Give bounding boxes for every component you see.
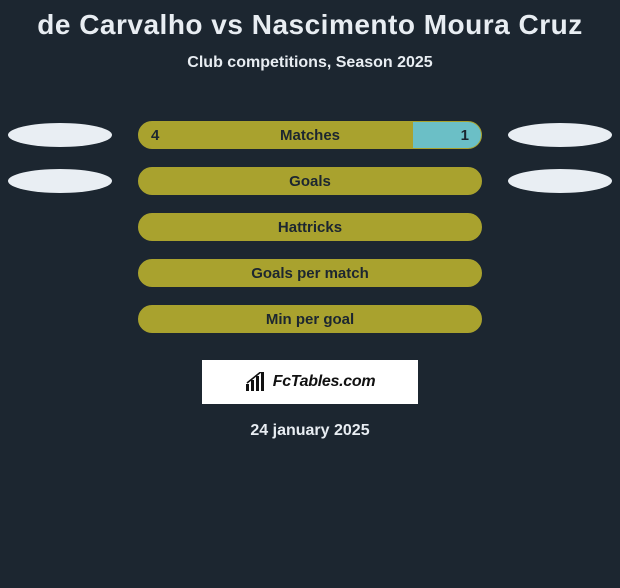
brand-box: FcTables.com	[202, 360, 418, 404]
stat-label: Matches	[139, 122, 481, 149]
comparison-row-matches: Matches4 1	[0, 112, 620, 158]
comparison-row-goals: Goals	[0, 158, 620, 204]
player-right-marker	[508, 123, 612, 147]
stat-bar-hattricks: Hattricks	[138, 213, 482, 241]
stat-label: Hattricks	[139, 214, 481, 241]
stat-label: Goals per match	[139, 260, 481, 287]
page-title: de Carvalho vs Nascimento Moura Cruz	[0, 8, 620, 42]
player-left-marker	[8, 169, 112, 193]
stat-value-left: 4	[139, 122, 171, 149]
brand-label: FcTables.com	[273, 373, 376, 391]
stat-bar-matches: Matches4 1	[138, 121, 482, 149]
stat-bar-goals-per-match: Goals per match	[138, 259, 482, 287]
player-left-marker	[8, 123, 112, 147]
stat-value-right: 1	[449, 122, 481, 149]
comparison-row-goals-per-match: Goals per match	[0, 250, 620, 296]
subtitle: Club competitions, Season 2025	[0, 54, 620, 72]
comparison-rows: Matches4 1 Goals Hattricks Goals per match Mi…	[0, 112, 620, 342]
player-right-marker	[508, 169, 612, 193]
chart-icon	[245, 372, 267, 392]
stat-label: Min per goal	[139, 306, 481, 333]
stat-label: Goals	[139, 168, 481, 195]
date-label: 24 january 2025	[0, 422, 620, 440]
comparison-row-hattricks: Hattricks	[0, 204, 620, 250]
comparison-row-min-per-goal: Min per goal	[0, 296, 620, 342]
stat-bar-goals: Goals	[138, 167, 482, 195]
stat-bar-min-per-goal: Min per goal	[138, 305, 482, 333]
